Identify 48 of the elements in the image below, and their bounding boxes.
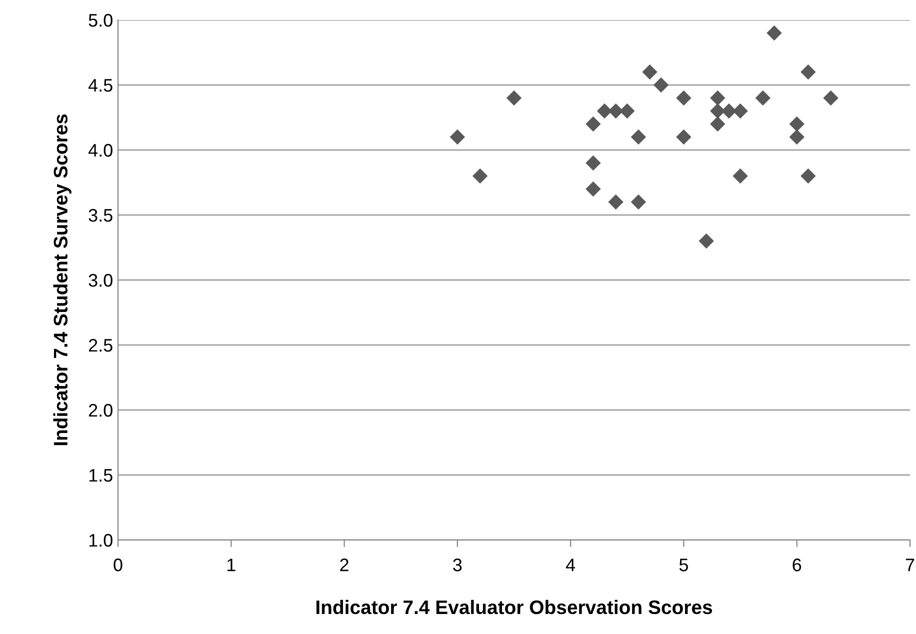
point: [676, 129, 692, 145]
point: [608, 103, 624, 119]
x-tick-label: 5: [679, 558, 688, 572]
point: [710, 90, 726, 106]
y-tick-label: 2.5: [88, 338, 112, 352]
point: [596, 103, 612, 119]
y-axis-title: Indicator 7.4 Student Survey Scores: [53, 114, 72, 446]
x-tick-label: 1: [228, 558, 236, 572]
point: [620, 103, 635, 119]
x-tick-label: 0: [114, 558, 122, 572]
point: [823, 90, 838, 106]
x-tick-label: 3: [453, 558, 462, 572]
y-tick-label: 1.0: [89, 534, 112, 547]
y-tick-label: 3.0: [88, 274, 112, 287]
y-tick-label: 4.5: [88, 79, 112, 92]
point: [630, 194, 646, 210]
y-tick-label: 5.0: [88, 14, 112, 27]
point: [800, 64, 816, 80]
x-tick-label: 7: [906, 558, 914, 572]
point: [630, 129, 646, 145]
x-tick-label: 2: [340, 558, 348, 572]
x-axis-title: Indicator 7.4 Evaluator Observation Scores: [316, 600, 712, 614]
point: [506, 90, 522, 106]
y-tick-label: 2.0: [88, 404, 112, 417]
point: [450, 129, 466, 145]
point: [642, 64, 658, 80]
point: [766, 25, 782, 41]
point: [472, 168, 488, 184]
y-tick-label: 4.0: [88, 144, 112, 157]
point: [653, 77, 669, 93]
point: [789, 116, 804, 132]
point: [755, 90, 771, 106]
point: [586, 181, 601, 197]
point: [586, 116, 601, 132]
point: [698, 233, 714, 249]
x-tick-label: 6: [792, 558, 802, 572]
point: [710, 116, 726, 132]
point: [789, 129, 804, 145]
point: [586, 155, 601, 171]
y-tick-label: 1.5: [89, 469, 112, 482]
y-tick-label: 3.5: [88, 208, 112, 222]
point: [608, 194, 624, 210]
x-tick-label: 4: [566, 558, 576, 572]
point: [676, 90, 692, 106]
point: [732, 168, 748, 184]
point: [732, 103, 748, 119]
point: [800, 168, 816, 184]
point: [721, 103, 737, 119]
